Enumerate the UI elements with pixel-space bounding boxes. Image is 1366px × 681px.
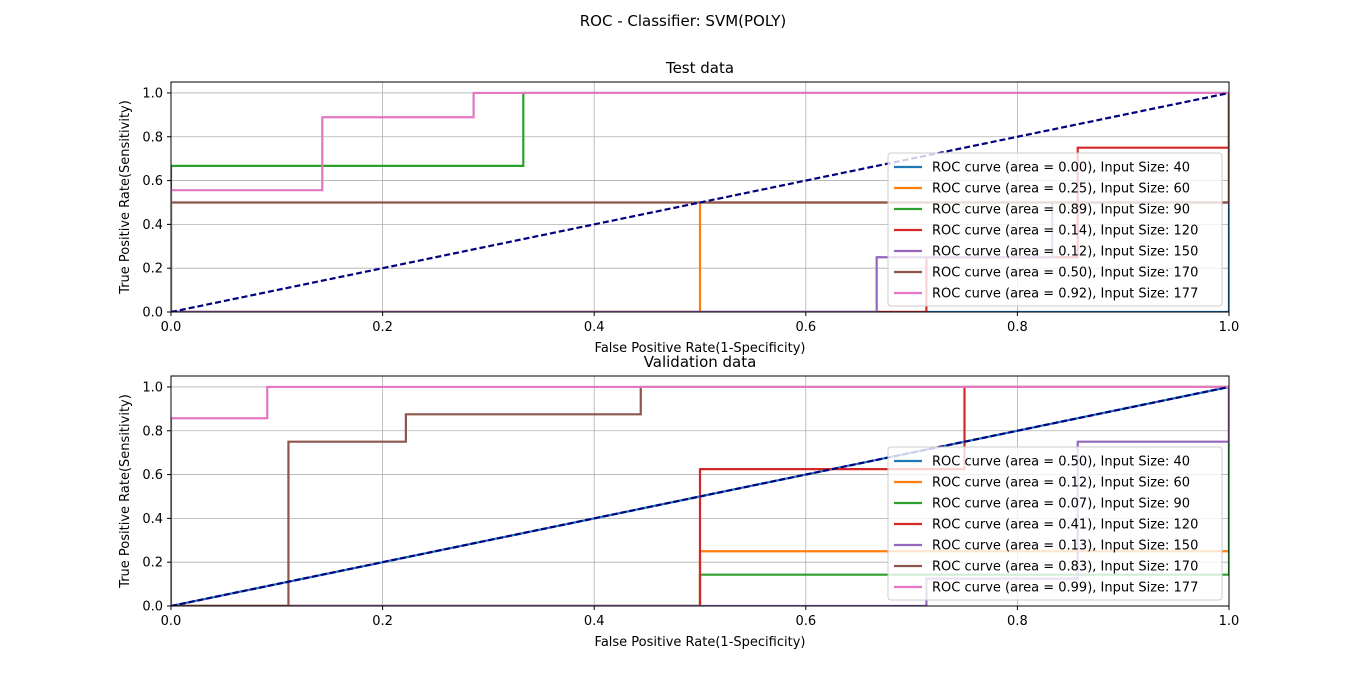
series-group [171,385,1229,606]
legend-label: ROC curve (area = 0.99), Input Size: 177 [932,581,1198,596]
y-tick-label: 0.8 [142,130,163,145]
legend-label: ROC curve (area = 0.12), Input Size: 60 [932,476,1190,491]
roc-panel-validation: 0.0 0.2 0.4 0.6 0.8 1.0 0.0 0.2 0.4 0.6 0.8 1.0 Vali… [118,353,1239,650]
y-tick-label: 0.4 [142,218,163,233]
legend-label: ROC curve (area = 0.83), Input Size: 170 [932,560,1198,575]
y-tick-label: 0.6 [142,174,163,189]
figure-suptitle: ROC - Classifier: SVM(POLY) [580,12,787,30]
x-tick-label: 0.2 [372,320,393,335]
y-tick-label: 0.0 [142,600,163,615]
roc-series-line [171,385,1229,606]
legend-label: ROC curve (area = 0.89), Input Size: 90 [932,203,1190,218]
legend-label: ROC curve (area = 0.41), Input Size: 120 [932,518,1198,533]
roc-series-line [171,91,1229,312]
legend-label: ROC curve (area = 0.50), Input Size: 40 [932,455,1190,470]
x-tick-label: 0.8 [1007,614,1028,629]
x-tick-label: 0.4 [584,320,605,335]
roc-series-line [171,385,1229,606]
legend-label: ROC curve (area = 0.13), Input Size: 150 [932,539,1198,554]
y-tick-label: 0.0 [142,306,163,321]
x-axis-label: False Positive Rate(1-Specificity) [595,341,806,356]
y-tick-label: 0.2 [142,262,163,277]
y-tick-label: 0.6 [142,468,163,483]
roc-panel-test: 0.0 0.2 0.4 0.6 0.8 1.0 0.0 0.2 0.4 0.6 0.8 1.0 Test… [118,59,1239,356]
x-tick-label: 0.2 [372,614,393,629]
chance-diagonal-line [171,91,1229,312]
legend-label: ROC curve (area = 0.00), Input Size: 40 [932,161,1190,176]
legend-label: ROC curve (area = 0.25), Input Size: 60 [932,182,1190,197]
x-axis-label: False Positive Rate(1-Specificity) [595,635,806,650]
axes-frame [170,375,1230,607]
x-tick-label: 0.8 [1007,320,1028,335]
panel-title: Test data [665,59,734,77]
x-tick-label: 0.0 [161,614,182,629]
legend-label: ROC curve (area = 0.92), Input Size: 177 [932,287,1198,302]
legend-box [887,446,1223,601]
y-axis-label: True Positive Rate(Sensitivity) [118,394,133,589]
legend-label: ROC curve (area = 0.12), Input Size: 150 [932,245,1198,260]
x-tick-label: 1.0 [1219,320,1240,335]
y-tick-label: 0.8 [142,424,163,439]
x-tick-label: 1.0 [1219,614,1240,629]
chance-diagonal-line [171,385,1229,606]
axes-frame [170,81,1230,313]
y-tick-label: 0.4 [142,512,163,527]
legend: ROC curve (area = 0.50), Input Size: 40 R… [887,446,1223,601]
y-tick-label: 1.0 [142,380,163,395]
x-tick-label: 0.0 [161,320,182,335]
legend: ROC curve (area = 0.00), Input Size: 40 R… [887,152,1223,307]
y-tick-label: 0.2 [142,556,163,571]
legend-box [887,152,1223,307]
x-tick-label: 0.6 [795,614,816,629]
y-axis-label: True Positive Rate(Sensitivity) [118,100,133,295]
panel-title: Validation data [644,353,757,371]
x-tick-label: 0.4 [584,614,605,629]
x-tick-label: 0.6 [795,320,816,335]
legend-label: ROC curve (area = 0.14), Input Size: 120 [932,224,1198,239]
legend-label: ROC curve (area = 0.50), Input Size: 170 [932,266,1198,281]
y-tick-label: 1.0 [142,86,163,101]
legend-label: ROC curve (area = 0.07), Input Size: 90 [932,497,1190,512]
